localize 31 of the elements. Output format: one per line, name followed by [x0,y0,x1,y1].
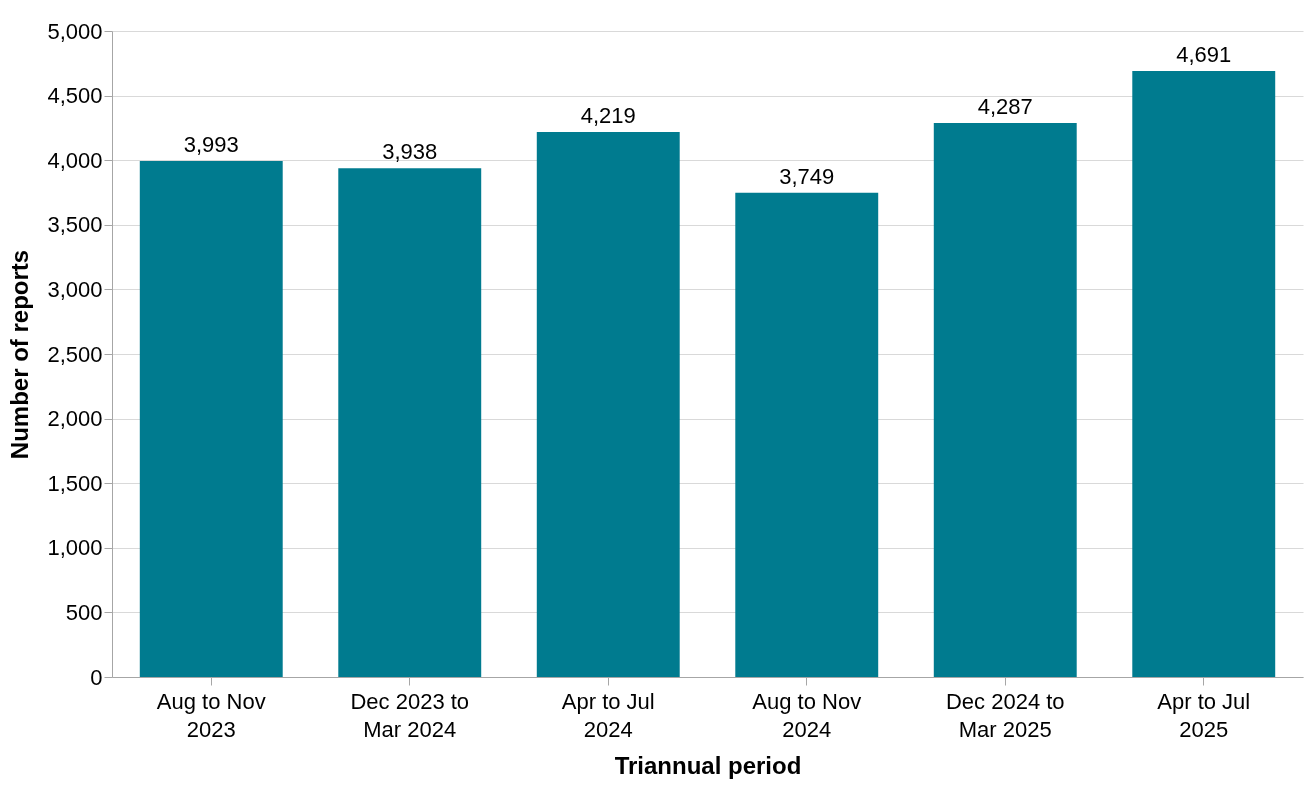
y-tick-label: 1,000 [47,535,103,561]
data-label: 4,219 [580,102,636,128]
bar [338,168,482,677]
y-tick-label: 4,000 [47,147,103,173]
data-label: 3,938 [382,139,438,165]
y-tick-label: 5,000 [47,18,103,44]
y-tick-label: 1,500 [47,470,103,496]
x-axis-title: Triannual period [614,751,802,779]
data-label: 3,749 [779,163,835,189]
x-tick-label: Apr to Jul 2024 [561,688,655,742]
x-tick-label: Aug to Nov 2024 [752,688,862,742]
y-tick-label: 500 [65,599,103,625]
data-label: 4,287 [977,94,1033,120]
x-tick-label: Apr to Jul 2025 [1157,688,1251,742]
x-tick-label: Aug to Nov 2023 [156,688,266,742]
data-label: 4,691 [1176,41,1232,67]
y-tick-label: 4,500 [47,83,103,109]
y-axis-title: Number of reports [6,249,34,460]
y-tick-label: 3,500 [47,212,103,238]
y-tick-label: 3,000 [47,276,103,302]
data-label: 3,993 [183,132,239,158]
y-tick-label: 2,000 [47,406,103,432]
x-tick-label: Dec 2024 to Mar 2025 [945,688,1065,742]
x-tick-label: Dec 2023 to Mar 2024 [350,688,470,742]
bar [536,131,680,677]
bar [139,161,283,677]
y-tick-label: 2,500 [47,341,103,367]
bar [1132,70,1276,677]
bar [933,123,1077,677]
y-tick-label: 0 [90,664,103,690]
bar [735,192,879,677]
